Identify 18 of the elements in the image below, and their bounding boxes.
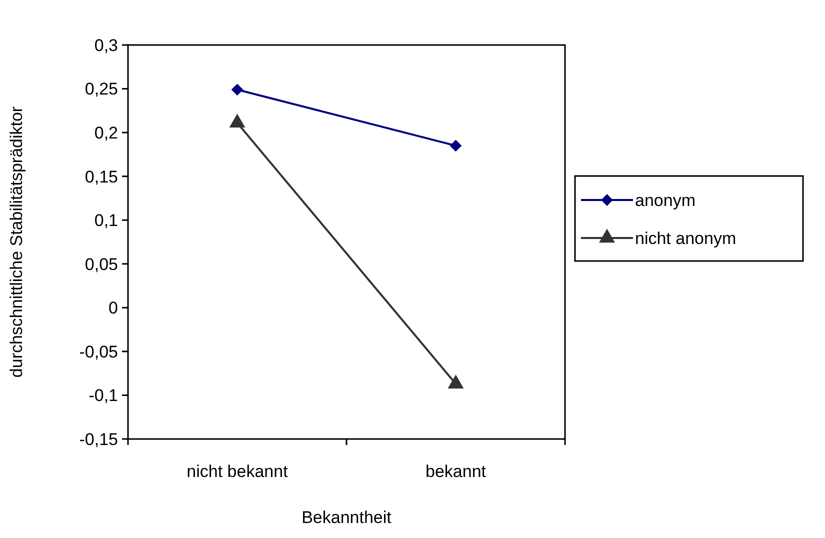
x-tick-label: nicht bekannt — [186, 462, 288, 481]
legend-label: anonym — [635, 190, 696, 210]
y-tick-label: -0,1 — [88, 386, 118, 406]
x-axis-title: Bekanntheit — [302, 508, 392, 527]
x-tick-label: bekannt — [426, 462, 486, 481]
y-tick-label: 0 — [108, 298, 118, 318]
point — [231, 84, 244, 96]
y-tick-label: -0,15 — [79, 430, 118, 449]
point — [450, 140, 462, 152]
y-tick-label: 0,1 — [94, 211, 118, 230]
y-tick-label: 0,15 — [84, 167, 118, 186]
y-tick-label: 0,25 — [84, 80, 118, 99]
y-tick-label: 0,2 — [94, 124, 118, 143]
y-tick-label: 0,05 — [84, 254, 118, 274]
y-tick-label: -0,05 — [79, 342, 118, 362]
y-tick-label: 0,3 — [94, 36, 118, 55]
y-axis-title: durchschnittliche Stabilitätsprädiktor — [7, 106, 26, 378]
legend-label: nicht anonym — [635, 228, 736, 248]
